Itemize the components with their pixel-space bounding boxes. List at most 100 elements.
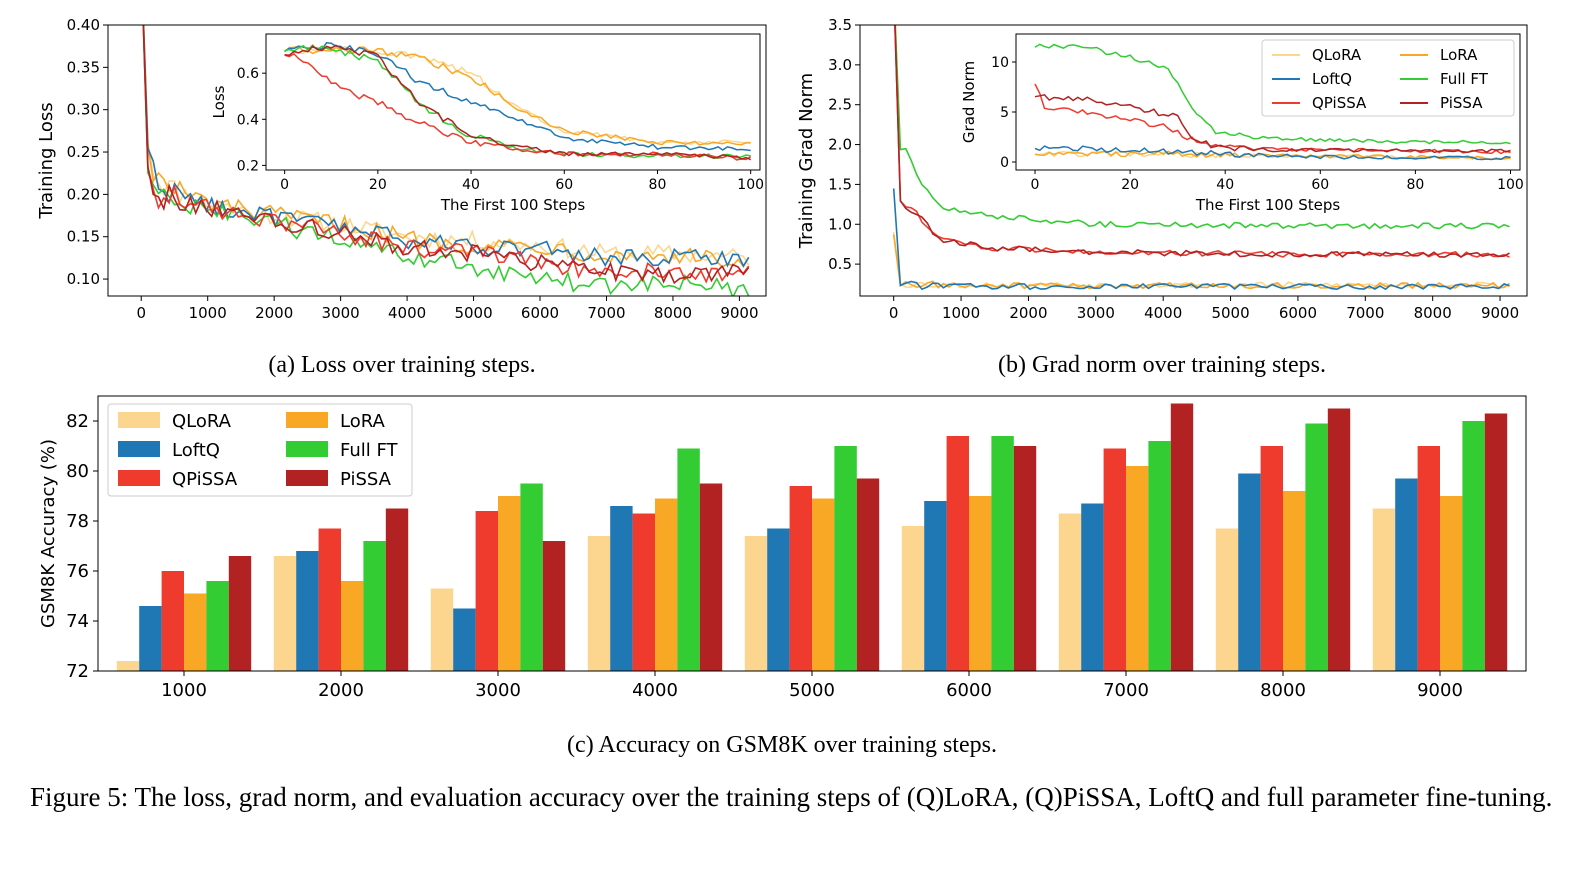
grad-line-loftq — [892, 188, 1510, 291]
grad-legend: QLoRA LoRA LoftQ Full FT QPiSSA PiSSA — [1261, 39, 1515, 117]
grad-line-pissa — [894, 25, 1510, 258]
grad-x-tick-label: 0 — [889, 304, 899, 322]
grad-y-tick-label: 1.5 — [828, 175, 852, 193]
legend-label-full-ft: Full FT — [1440, 70, 1489, 88]
grad-x-tick-label: 1000 — [942, 304, 980, 322]
legend-label-qpissa: QPiSSA — [1312, 94, 1367, 112]
grad-x-tick-label: 8000 — [1414, 304, 1452, 322]
grad-inset-x-tick-label: 100 — [1497, 177, 1524, 193]
grad-y-tick-label: 2.0 — [828, 136, 852, 154]
subcaption-loss: (a) Loss over training steps. — [268, 352, 535, 378]
bar-loftq-2000 — [296, 551, 319, 671]
loss-inset: 0 20 40 60 80 100 0.2 0.4 0.6 The First 100 Steps… — [210, 33, 764, 214]
acc-x-tick-label: 9000 — [1417, 680, 1463, 701]
grad-y-tick-label: 3.5 — [828, 16, 852, 34]
bar-lora-9000 — [1440, 496, 1463, 671]
grad-inset-x-tick-label: 40 — [1216, 177, 1234, 193]
loss-inset-y-axis-label: Loss — [210, 85, 228, 118]
acc-x-tick-label: 4000 — [632, 680, 678, 701]
acc-x-tick-label: 7000 — [1103, 680, 1149, 701]
acc-legend-label-lora: LoRA — [340, 411, 386, 432]
loss-inset-y-tick-label: 0.4 — [237, 112, 259, 128]
bar-qpissa-2000 — [318, 528, 341, 671]
acc-x-tick-label: 5000 — [789, 680, 835, 701]
bar-qlora-8000 — [1215, 528, 1239, 671]
acc-y-tick-label: 74 — [66, 611, 89, 632]
loss-y-tick-label: 0.35 — [67, 58, 100, 76]
loss-inset-line-qpissa — [284, 52, 752, 161]
bar-qlora-7000 — [1058, 513, 1082, 671]
loss-line-pissa — [142, 25, 750, 285]
grad-series-group — [892, 25, 1510, 291]
loss-line-full-ft — [142, 25, 750, 296]
acc-x-tick-label: 1000 — [161, 680, 207, 701]
loss-inset-x-tick-label: 100 — [737, 177, 764, 193]
acc-legend-label-qlora: QLoRA — [172, 411, 232, 432]
bar-pissa-7000 — [1170, 403, 1194, 671]
loss-y-tick-label: 0.25 — [67, 143, 100, 161]
bar-lora-3000 — [498, 496, 521, 671]
loss-y-tick-label: 0.20 — [67, 185, 100, 203]
loss-y-axis-label: Training Loss — [36, 102, 57, 219]
grad-inset-x-tick-label: 20 — [1121, 177, 1139, 193]
loss-x-tick-label: 1000 — [189, 304, 227, 322]
bar-qpissa-4000 — [632, 513, 655, 671]
acc-y-axis-label: GSM8K Accuracy (%) — [38, 439, 59, 628]
grad-x-tick-label: 3000 — [1077, 304, 1115, 322]
bar-lora-1000 — [184, 593, 207, 671]
loss-x-tick-label: 6000 — [521, 304, 559, 322]
bar-full-ft-8000 — [1305, 423, 1328, 671]
bar-pissa-5000 — [856, 478, 880, 671]
grad-y-tick-label: 0.5 — [828, 255, 852, 273]
loss-inset-y-tick-label: 0.2 — [237, 158, 259, 174]
acc-y-tick-label: 78 — [66, 511, 89, 532]
bar-qpissa-6000 — [946, 436, 969, 671]
grad-y-tick-label: 3.0 — [828, 56, 852, 74]
bar-loftq-3000 — [453, 608, 476, 671]
loss-x-tick-label: 3000 — [322, 304, 360, 322]
loss-x-tick-label: 8000 — [654, 304, 692, 322]
loss-chart: 0 1000 2000 3000 4000 5000 6000 7000 8000 90000.1… — [36, 16, 767, 322]
loss-x-tick-label: 0 — [136, 304, 146, 322]
loss-inset-line-loftq — [284, 42, 751, 152]
grad-inset-y-axis-label: Grad Norm — [960, 61, 978, 143]
grad-inset-line-full-ft — [1034, 43, 1511, 145]
legend-label-qlora: QLoRA — [1312, 46, 1362, 64]
legend-label-lora: LoRA — [1440, 46, 1478, 64]
bar-full-ft-2000 — [363, 541, 386, 671]
bar-qlora-6000 — [901, 526, 925, 671]
acc-legend-swatch-qlora — [118, 412, 160, 428]
acc-x-tick-label: 8000 — [1260, 680, 1306, 701]
acc-plot-frame — [97, 395, 1527, 672]
bar-qlora-2000 — [273, 556, 297, 671]
grad-x-tick-label: 5000 — [1211, 304, 1249, 322]
loss-inset-x-axis-label: The First 100 Steps — [440, 196, 586, 214]
grad-x-tick-label: 9000 — [1481, 304, 1519, 322]
bar-qlora-3000 — [430, 588, 454, 671]
bar-full-ft-4000 — [677, 448, 700, 671]
bar-qlora-9000 — [1372, 508, 1396, 671]
acc-legend: QLoRA LoRA LoftQ Full FT QPiSSA PiSSA — [107, 403, 413, 497]
grad-x-tick-label: 7000 — [1346, 304, 1384, 322]
loss-plot-frame — [107, 24, 767, 297]
bar-qpissa-1000 — [161, 571, 184, 671]
subcaption-grad-norm: (b) Grad norm over training steps. — [998, 352, 1326, 378]
acc-y-tick-label: 76 — [66, 561, 89, 582]
bar-full-ft-9000 — [1462, 421, 1485, 671]
legend-label-pissa: PiSSA — [1440, 94, 1483, 112]
loss-inset-line-lora — [284, 45, 751, 146]
loss-x-tick-label: 2000 — [255, 304, 293, 322]
bar-qpissa-3000 — [475, 511, 498, 671]
loss-inset-x-tick-label: 80 — [649, 177, 667, 193]
bar-loftq-4000 — [610, 506, 633, 671]
grad-inset-y-tick-label: 0 — [1000, 155, 1009, 171]
loss-x-tick-label: 5000 — [454, 304, 492, 322]
bar-full-ft-3000 — [520, 483, 543, 671]
loss-x-tick-label: 7000 — [587, 304, 625, 322]
bar-loftq-9000 — [1395, 478, 1418, 671]
acc-y-tick-label: 82 — [66, 411, 89, 432]
bar-pissa-4000 — [699, 483, 723, 671]
grad-x-tick-label: 2000 — [1009, 304, 1047, 322]
grad-line-qlora — [892, 232, 1510, 289]
